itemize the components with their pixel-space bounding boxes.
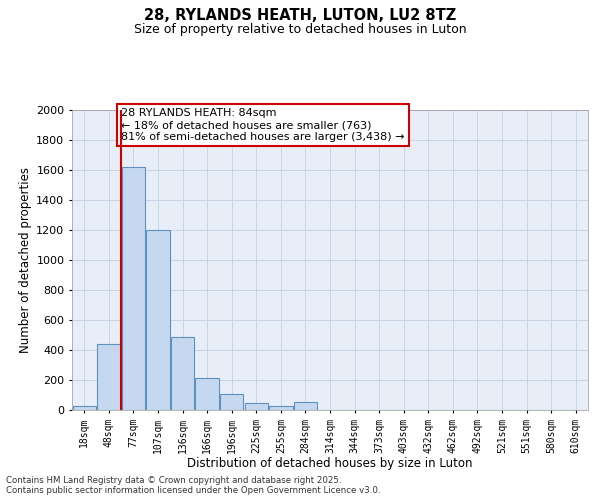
Bar bbox=[122, 167, 145, 410]
Y-axis label: Number of detached properties: Number of detached properties bbox=[19, 167, 32, 353]
Bar bbox=[269, 406, 293, 410]
Text: Contains HM Land Registry data © Crown copyright and database right 2025.
Contai: Contains HM Land Registry data © Crown c… bbox=[6, 476, 380, 495]
Bar bbox=[245, 403, 268, 410]
Bar bbox=[196, 378, 219, 410]
Bar bbox=[97, 344, 121, 410]
X-axis label: Distribution of detached houses by size in Luton: Distribution of detached houses by size … bbox=[187, 457, 473, 470]
Text: 28, RYLANDS HEATH, LUTON, LU2 8TZ: 28, RYLANDS HEATH, LUTON, LU2 8TZ bbox=[144, 8, 456, 22]
Bar bbox=[171, 336, 194, 410]
Bar bbox=[146, 230, 170, 410]
Text: 28 RYLANDS HEATH: 84sqm
← 18% of detached houses are smaller (763)
81% of semi-d: 28 RYLANDS HEATH: 84sqm ← 18% of detache… bbox=[121, 108, 404, 142]
Bar bbox=[220, 394, 244, 410]
Bar bbox=[294, 402, 317, 410]
Bar bbox=[73, 406, 96, 410]
Text: Size of property relative to detached houses in Luton: Size of property relative to detached ho… bbox=[134, 22, 466, 36]
